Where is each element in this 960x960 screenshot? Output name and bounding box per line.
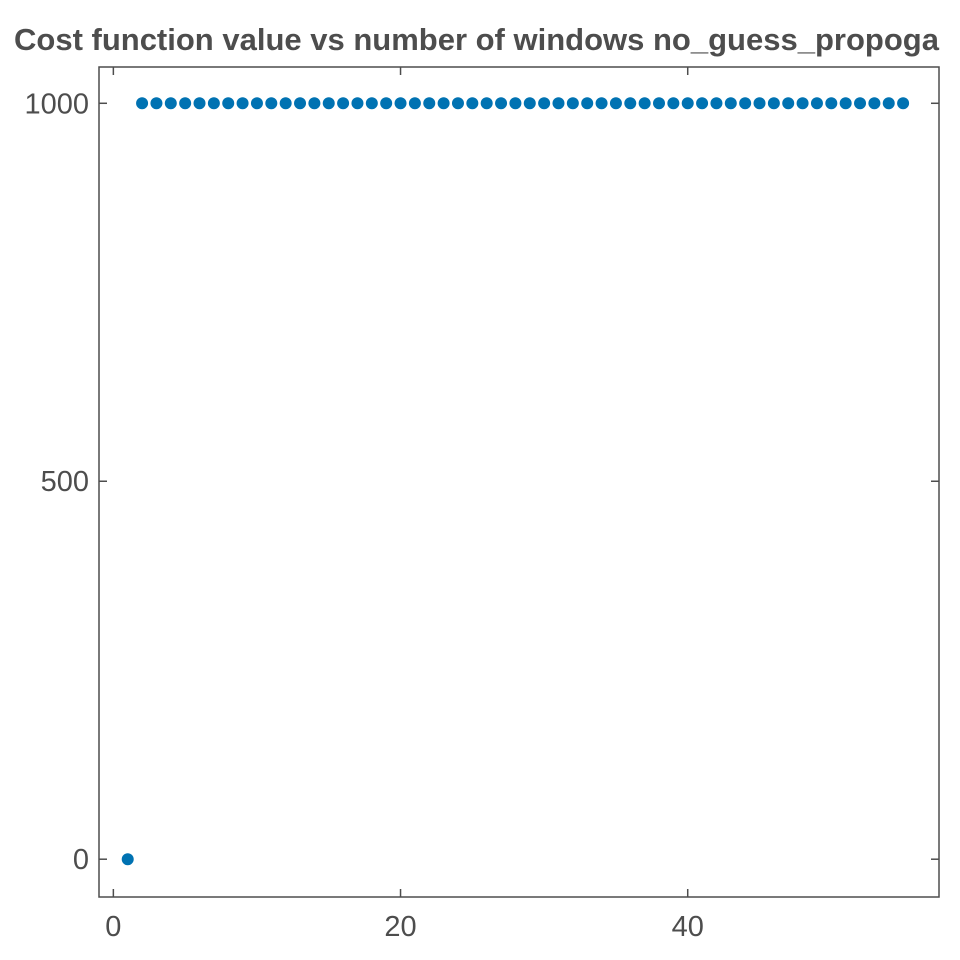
data-point bbox=[322, 97, 335, 110]
tick-marks bbox=[99, 67, 939, 897]
plot-frame bbox=[98, 66, 940, 898]
data-point bbox=[624, 97, 637, 110]
data-point bbox=[638, 97, 651, 110]
data-point bbox=[825, 97, 838, 110]
data-point bbox=[150, 97, 163, 110]
data-point bbox=[581, 97, 594, 110]
data-point bbox=[882, 97, 895, 110]
data-point bbox=[394, 97, 407, 110]
data-point bbox=[854, 97, 867, 110]
data-point bbox=[897, 97, 910, 110]
data-point bbox=[839, 97, 852, 110]
data-point bbox=[121, 853, 134, 866]
tick-labels: 0 20 40 0 500 1000 bbox=[24, 88, 703, 943]
data-points bbox=[121, 97, 910, 866]
chart-title: Cost function value vs number of windows… bbox=[14, 22, 939, 57]
data-point bbox=[466, 97, 479, 110]
data-point bbox=[222, 97, 235, 110]
data-point bbox=[868, 97, 881, 110]
data-point bbox=[796, 97, 809, 110]
data-point bbox=[523, 97, 536, 110]
data-point bbox=[308, 97, 321, 110]
data-point bbox=[753, 97, 766, 110]
data-point bbox=[739, 97, 752, 110]
data-point bbox=[609, 97, 622, 110]
data-point bbox=[767, 97, 780, 110]
y-tick-label: 0 bbox=[73, 844, 89, 876]
data-point bbox=[337, 97, 350, 110]
data-point bbox=[653, 97, 665, 110]
data-point bbox=[538, 97, 551, 110]
data-point bbox=[782, 97, 795, 110]
data-point bbox=[566, 97, 579, 110]
y-tick-label: 500 bbox=[41, 466, 89, 498]
data-point bbox=[294, 97, 307, 110]
data-point bbox=[552, 97, 565, 110]
data-point bbox=[351, 97, 364, 110]
data-point bbox=[495, 97, 508, 110]
data-point bbox=[437, 97, 450, 110]
data-point bbox=[408, 97, 421, 110]
data-point bbox=[265, 97, 278, 110]
data-point bbox=[250, 97, 263, 110]
y-tick-label: 1000 bbox=[24, 88, 89, 120]
data-point bbox=[595, 97, 608, 110]
data-point bbox=[423, 97, 436, 110]
data-point bbox=[724, 97, 737, 110]
data-point bbox=[179, 97, 192, 110]
data-point bbox=[509, 97, 522, 110]
data-point bbox=[480, 97, 493, 110]
data-point bbox=[365, 97, 378, 110]
data-point bbox=[207, 97, 220, 110]
data-point bbox=[696, 97, 709, 110]
data-point bbox=[236, 97, 249, 110]
x-tick-label: 40 bbox=[672, 911, 704, 943]
x-tick-label: 20 bbox=[384, 911, 416, 943]
data-point bbox=[380, 97, 393, 110]
data-point bbox=[193, 97, 206, 110]
data-point bbox=[279, 97, 292, 110]
data-point bbox=[810, 97, 823, 110]
data-point bbox=[710, 97, 723, 110]
data-point bbox=[451, 97, 464, 110]
data-point bbox=[164, 97, 177, 110]
x-tick-label: 0 bbox=[105, 911, 121, 943]
data-point bbox=[681, 97, 694, 110]
data-point bbox=[136, 97, 149, 110]
data-point bbox=[667, 97, 680, 110]
